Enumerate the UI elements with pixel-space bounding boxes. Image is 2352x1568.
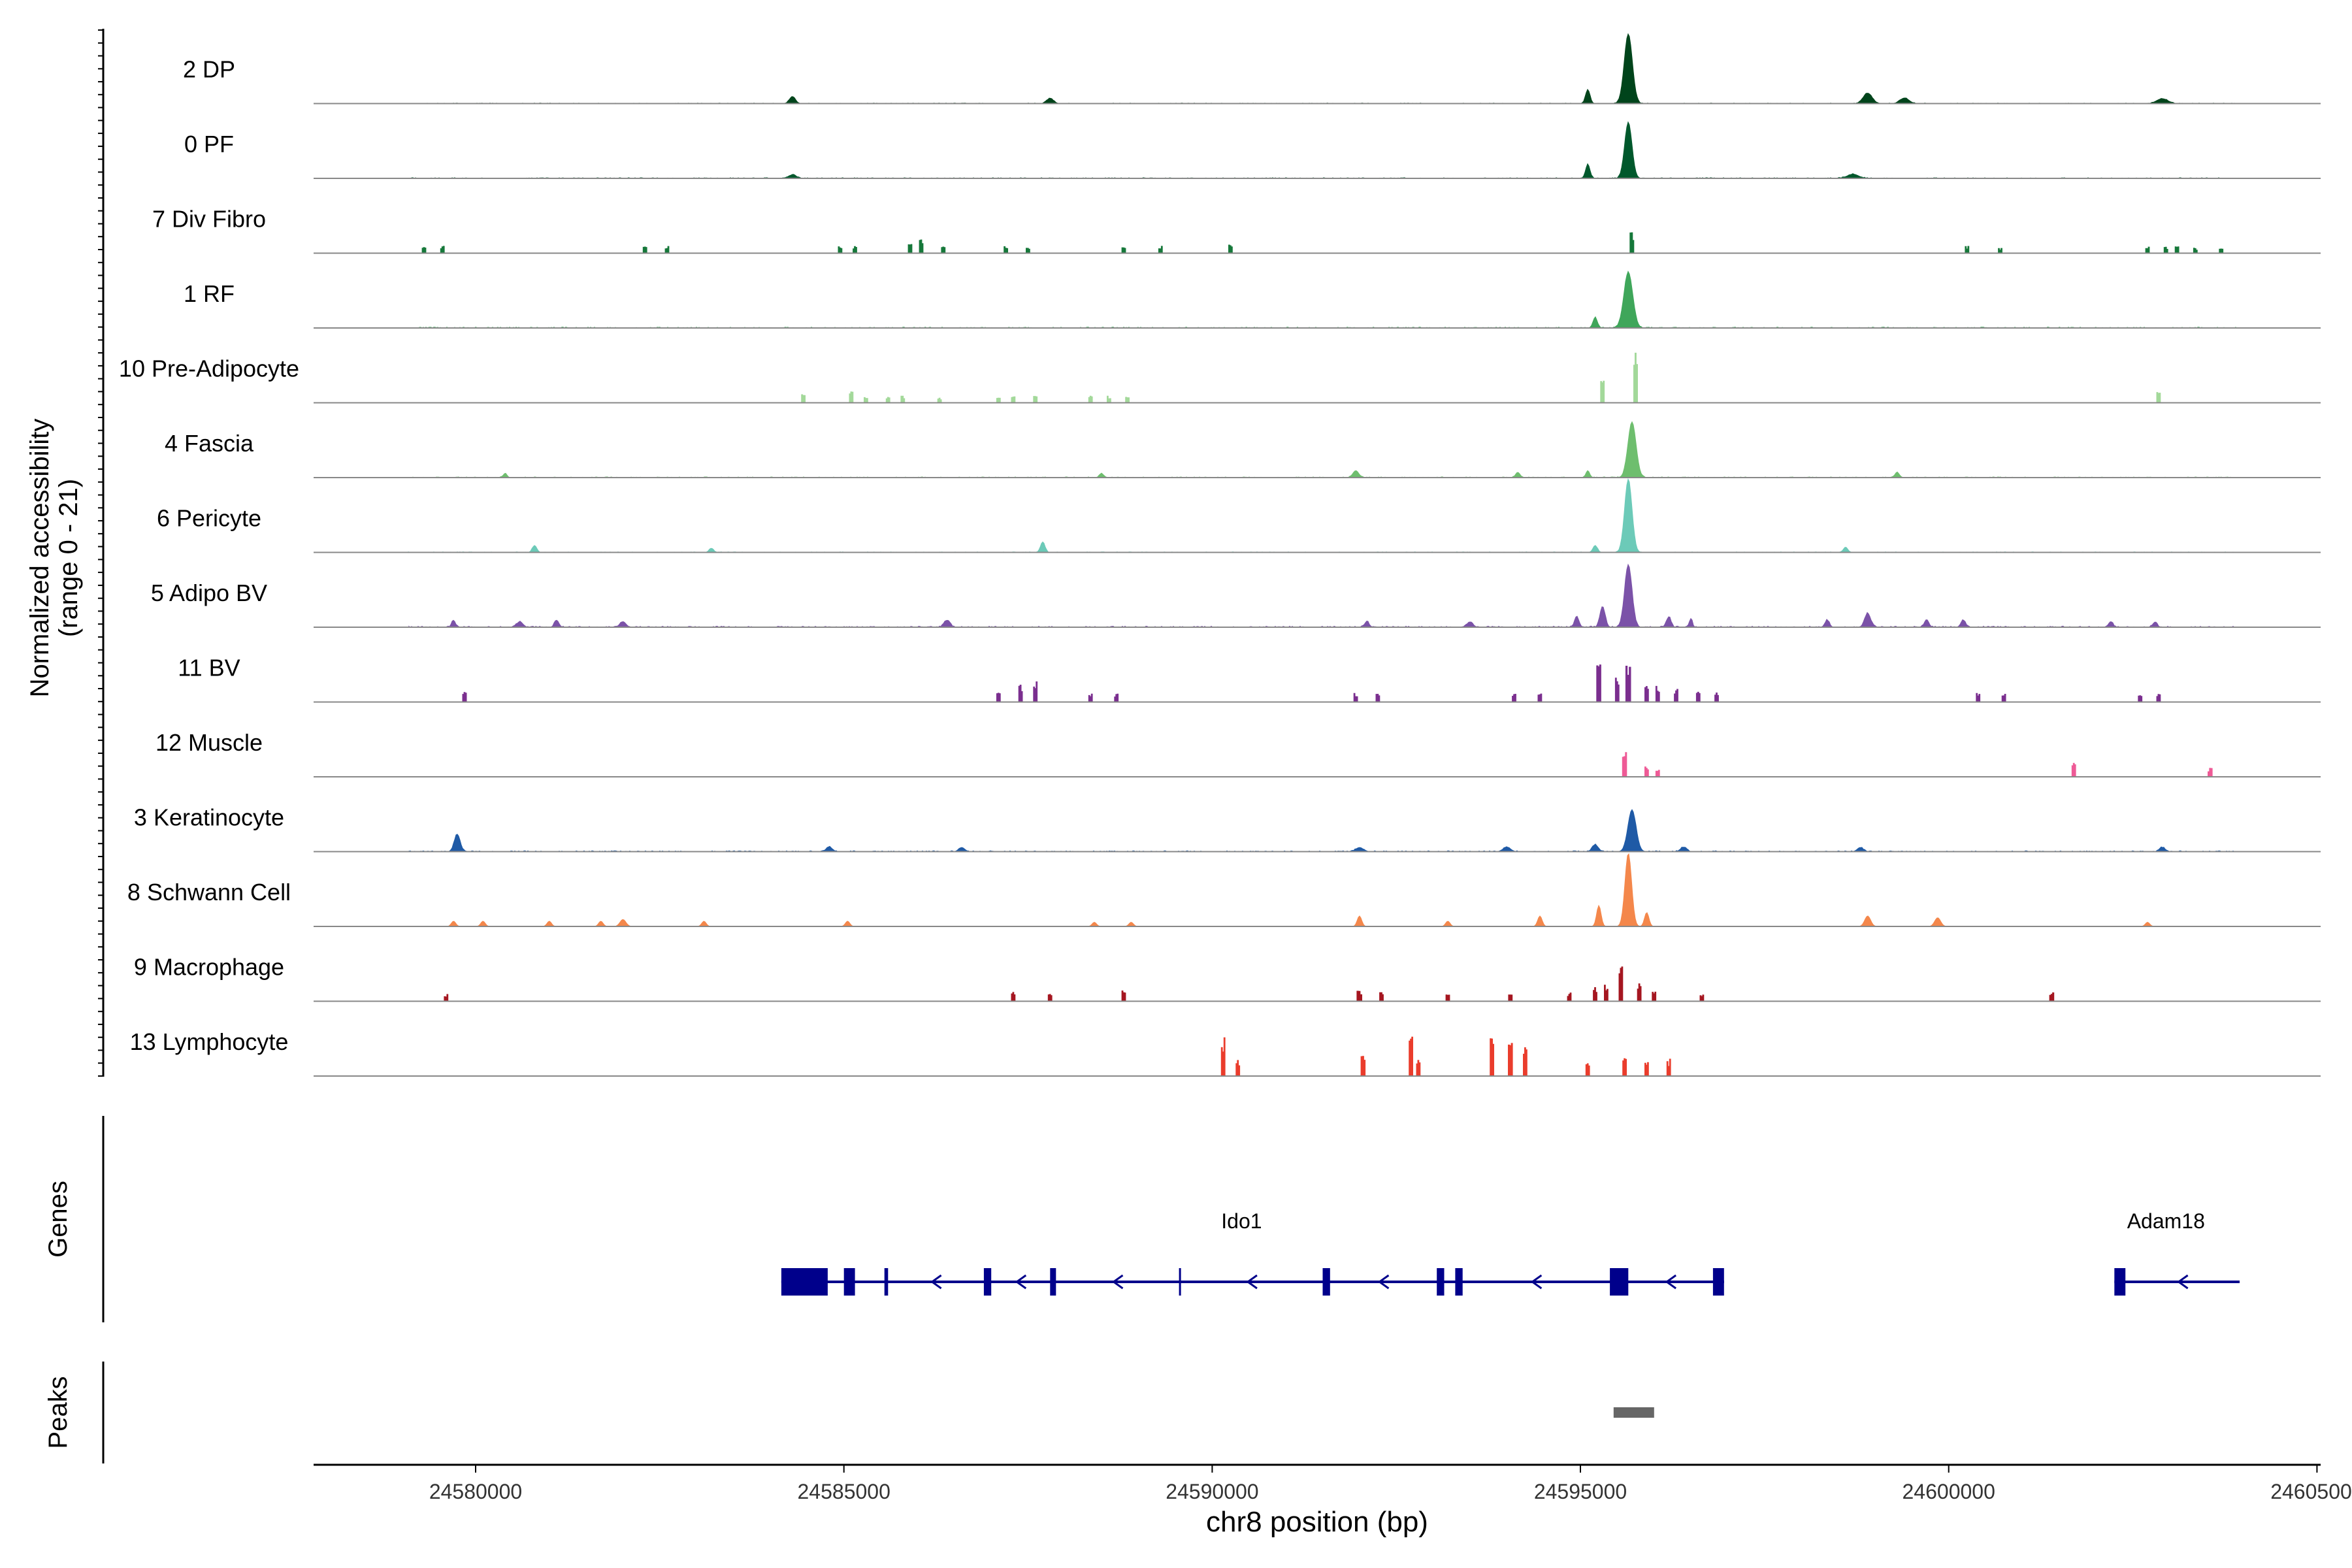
track-8: 5 Adipo BV [151, 563, 2321, 628]
track-label: 1 RF [184, 280, 235, 307]
gene-exon [1455, 1268, 1463, 1296]
track-5: 10 Pre-Adipocyte [119, 352, 2321, 404]
gene-annotation-panel: Ido1 Adam18 [781, 1209, 2240, 1296]
track-label: 10 Pre-Adipocyte [119, 355, 299, 382]
gene-exon [1610, 1268, 1629, 1296]
strand-arrow-icon [1015, 1274, 1027, 1290]
gene-label: Ido1 [1221, 1209, 1262, 1233]
x-axis-ticks: 24580000 24585000 24590000 24595000 24600000… [429, 1465, 2352, 1503]
coverage-area [408, 809, 2236, 853]
y-axis-ticks [98, 29, 103, 1077]
gene-label: Adam18 [2127, 1209, 2205, 1233]
gene-exon [1050, 1268, 1056, 1296]
track-label: 12 Muscle [155, 729, 263, 756]
strand-arrow-icon [1530, 1274, 1543, 1290]
coverage-area [408, 563, 2236, 628]
track-14: 13 Lymphocyte [130, 1028, 2321, 1077]
coverage-area [409, 121, 2237, 179]
track-6: 4 Fascia [165, 421, 2321, 478]
track-label: 7 Div Fibro [152, 206, 266, 233]
track-3: 7 Div Fibro [152, 206, 2321, 254]
coverage-area [409, 421, 2236, 478]
coverage-area [421, 232, 2224, 253]
genes-panel-label: Genes [44, 1181, 73, 1258]
y-axis-label-range: (range 0 - 21) [54, 479, 83, 637]
track-4: 1 RF [184, 270, 2321, 329]
gene-exon [781, 1268, 828, 1296]
track-12: 8 Schwann Cell [127, 853, 2321, 927]
x-tick-label: 24595000 [1534, 1480, 1627, 1503]
peaks-panel-label: Peaks [44, 1376, 73, 1448]
track-label: 6 Pericyte [157, 505, 261, 532]
x-tick-label: 24585000 [798, 1480, 890, 1503]
x-axis-label: chr8 position (bp) [1206, 1506, 1428, 1538]
strand-arrow-icon [1377, 1274, 1390, 1290]
gene-exon [1437, 1268, 1445, 1296]
gene-exon [884, 1268, 889, 1296]
track-10: 12 Muscle [155, 729, 2321, 777]
x-tick-label: 24600000 [1903, 1480, 1995, 1503]
peak-region [1613, 1407, 1654, 1418]
x-tick-label: 24590000 [1166, 1480, 1258, 1503]
coverage-area [1220, 1036, 1671, 1077]
peak-panel [1613, 1407, 1654, 1418]
coverage-area [444, 966, 2055, 1002]
coverage-area [1622, 752, 2213, 777]
coverage-area [801, 352, 2161, 403]
gene-exon [983, 1268, 992, 1296]
gene-exon [1712, 1268, 1724, 1296]
track-13: 9 Macrophage [134, 954, 2321, 1002]
track-11: 3 Keratinocyte [134, 804, 2321, 853]
strand-arrow-icon [2177, 1274, 2189, 1290]
coverage-area [462, 664, 2161, 702]
track-label: 5 Adipo BV [151, 580, 267, 606]
gene-ido1: Ido1 [781, 1209, 1724, 1296]
track-label: 2 DP [183, 56, 235, 83]
strand-arrow-icon [930, 1274, 942, 1290]
track-2: 0 PF [184, 121, 2321, 179]
track-7: 6 Pericyte [157, 478, 2321, 553]
coverage-area [408, 478, 2236, 553]
track-label: 3 Keratinocyte [134, 804, 284, 831]
strand-arrow-icon [1111, 1274, 1124, 1290]
strand-arrow-icon [1665, 1274, 1676, 1290]
gene-exon [1322, 1268, 1330, 1296]
coverage-tracks: 2 DP 0 PF 7 Div Fibro 1 RF 10 Pre-Adipocyte 4… [119, 33, 2321, 1077]
track-label: 11 BV [178, 655, 240, 681]
gene-exon [843, 1268, 855, 1296]
track-9: 11 BV [178, 655, 2321, 703]
track-label: 0 PF [184, 131, 234, 157]
gene-exon [2114, 1268, 2126, 1296]
coverage-area [424, 853, 2185, 927]
track-label: 13 Lymphocyte [130, 1028, 289, 1055]
axes: 24580000 24585000 24590000 24595000 24600000… [98, 29, 2352, 1503]
strand-arrow-icon [1246, 1274, 1258, 1290]
coverage-area [408, 33, 2236, 105]
track-label: 9 Macrophage [134, 954, 284, 981]
gene-exon [1179, 1268, 1181, 1296]
coverage-area [409, 270, 2237, 329]
track-label: 4 Fascia [165, 430, 254, 457]
gene-adam18: Adam18 [2114, 1209, 2240, 1296]
x-tick-label: 24605000 [2270, 1480, 2352, 1503]
track-label: 8 Schwann Cell [127, 879, 291, 906]
x-tick-label: 24580000 [429, 1480, 522, 1503]
track-1: 2 DP [183, 33, 2321, 105]
y-axis-label: Normalized accessibility [25, 419, 54, 698]
